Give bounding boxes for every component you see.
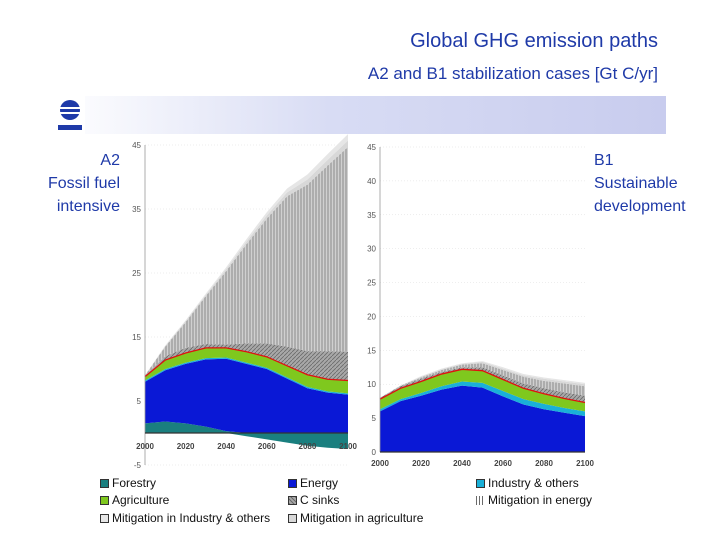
legend-swatch — [288, 478, 297, 488]
b1-chart: 0 5 10 15 20 25 30 35 40 45 2000 2020 2040 2060 2080 21… — [367, 143, 594, 468]
stabilization-line — [379, 368, 586, 404]
x-tick-label: 2040 — [453, 459, 471, 468]
y-tick-label: 10 — [367, 380, 376, 389]
legend-label: Energy — [300, 476, 339, 490]
area-forestry — [145, 421, 348, 449]
b1-label-line: B1 — [594, 152, 614, 169]
y-tick-label: 20 — [367, 312, 376, 321]
y-tick-label: 30 — [367, 245, 376, 254]
header-banner — [55, 96, 666, 134]
legend-item-mitigation-in-industry-and-others: Mitigation in Industry & others — [100, 511, 270, 525]
legend-label: Mitigation in agriculture — [300, 511, 424, 525]
y-tick-label: 35 — [132, 205, 141, 214]
y-tick-label: 35 — [367, 211, 376, 220]
legend-swatch — [100, 478, 109, 488]
chart-title: Global GHG emission paths — [410, 30, 658, 52]
x-tick-label: 2100 — [576, 459, 594, 468]
y-tick-label: 15 — [132, 333, 141, 342]
x-tick-label: 2060 — [258, 442, 276, 451]
chart-subtitle: A2 and B1 stabilization cases [Gt C/yr] — [367, 64, 658, 83]
area-agriculture — [145, 347, 348, 394]
legend-label: Mitigation in energy — [488, 493, 593, 507]
legend-swatch — [288, 495, 297, 505]
area-mitigation-in-agriculture — [380, 361, 585, 398]
y-tick-label: 15 — [367, 346, 376, 355]
x-tick-label: 2020 — [177, 442, 195, 451]
y-tick-label: 25 — [367, 279, 376, 288]
y-tick-label: 45 — [132, 141, 141, 150]
area-mitigation-in-agriculture — [145, 140, 348, 376]
legend-item-industry-and-others: Industry & others — [476, 476, 579, 490]
y-tick-label: -5 — [134, 461, 142, 470]
stabilization-line — [144, 347, 349, 382]
area-industry-and-others — [380, 381, 585, 417]
legend-swatch — [100, 495, 109, 505]
legend-swatch — [476, 478, 485, 488]
a2-label-line: Fossil fuel — [47, 175, 120, 192]
a2-scenario-label: A2 Fossil fuel intensive — [20, 149, 120, 218]
a2-label-line: A2 — [100, 152, 120, 169]
legend-swatch — [476, 495, 485, 505]
legend-swatch — [100, 513, 109, 523]
x-tick-label: 2000 — [371, 459, 389, 468]
legend-label: Agriculture — [112, 493, 170, 507]
x-tick-label: 2080 — [535, 459, 553, 468]
area-c-sinks — [145, 343, 348, 381]
area-energy — [145, 358, 348, 433]
legend-item-mitigation-in-agriculture: Mitigation in agriculture — [288, 511, 423, 525]
y-tick-label: 0 — [372, 448, 377, 457]
area-agriculture — [380, 369, 585, 412]
area-mitigation-in-industry-and-others — [145, 134, 348, 376]
x-tick-label: 2040 — [217, 442, 235, 451]
x-tick-label: 2100 — [339, 442, 357, 451]
iiasa-logo — [55, 96, 85, 134]
area-energy — [380, 385, 585, 452]
legend-label: Forestry — [112, 476, 157, 490]
y-tick-label: 25 — [132, 269, 141, 278]
legend-item-agriculture: Agriculture — [100, 493, 169, 507]
legend-item-forestry: Forestry — [100, 476, 156, 490]
a2-chart: -5 5 15 25 35 45 2000 2020 2040 2060 2080 2100 — [132, 134, 357, 470]
area-c-sinks — [380, 367, 585, 403]
b1-label-line: Sustainable — [594, 175, 678, 192]
legend-swatch — [288, 513, 297, 523]
legend-item-c-sinks: C sinks — [288, 493, 339, 507]
b1-label-line: development — [594, 198, 686, 215]
x-tick-label: 2080 — [299, 442, 317, 451]
y-tick-label: 45 — [367, 143, 376, 152]
legend-item-mitigation-in-energy: Mitigation in energy — [476, 493, 592, 507]
a2-label-line: intensive — [56, 198, 120, 215]
x-tick-label: 2000 — [136, 442, 154, 451]
legend-label: Mitigation in Industry & others — [112, 511, 271, 525]
b1-scenario-label: B1 Sustainable development — [594, 149, 714, 218]
legend-label: Industry & others — [488, 476, 579, 490]
y-tick-label: 5 — [137, 397, 142, 406]
legend-label: C sinks — [300, 493, 340, 507]
y-tick-label: 40 — [367, 177, 376, 186]
legend-item-energy: Energy — [288, 476, 338, 490]
x-tick-label: 2020 — [412, 459, 430, 468]
y-tick-label: 5 — [372, 414, 377, 423]
area-mitigation-in-energy — [145, 146, 348, 376]
x-tick-label: 2060 — [494, 459, 512, 468]
